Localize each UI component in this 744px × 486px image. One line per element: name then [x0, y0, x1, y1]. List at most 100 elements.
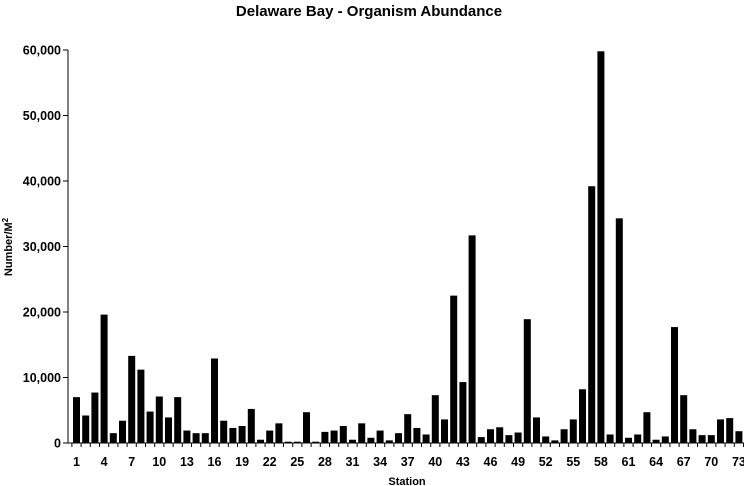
x-tick-label: 73: [732, 455, 744, 469]
y-tick-label: 60,000: [23, 44, 61, 58]
bar-station-19: [238, 425, 246, 443]
bar-station-65: [661, 436, 669, 443]
x-tick-label: 28: [318, 455, 332, 469]
x-tick-label: 34: [373, 455, 387, 469]
bar-station-51: [533, 417, 540, 443]
bar-station-33: [367, 437, 375, 443]
x-tick-label: 4: [101, 455, 108, 469]
bar-station-52: [542, 436, 550, 443]
x-tick-label: 49: [511, 455, 525, 469]
bar-station-54: [560, 429, 568, 443]
bar-station-44: [468, 235, 476, 443]
bar-station-1: [73, 397, 80, 443]
bar-station-31: [349, 439, 356, 443]
bar-station-12: [174, 397, 182, 443]
bar-station-34: [376, 430, 384, 443]
x-tick-label: 70: [704, 455, 718, 469]
chart-title: Delaware Bay - Organism Abundance: [236, 3, 502, 20]
bar-station-64: [652, 439, 660, 443]
bar-station-14: [192, 433, 200, 443]
bar-station-47: [496, 427, 504, 443]
y-axis-title: Number/M2: [1, 217, 15, 276]
bar-station-20: [247, 408, 255, 443]
bar-station-49: [514, 432, 522, 443]
bar-station-4: [100, 314, 108, 443]
bar-station-41: [441, 419, 448, 443]
bar-station-60: [615, 218, 623, 443]
y-tick-label: 40,000: [23, 175, 61, 189]
bar-station-22: [266, 430, 274, 443]
bar-station-36: [395, 433, 402, 443]
bar-station-73: [735, 431, 743, 443]
bar-station-17: [220, 420, 228, 443]
y-tick-label: 50,000: [23, 109, 61, 123]
bar-station-8: [137, 369, 145, 443]
bar-station-5: [109, 433, 117, 443]
x-tick-label: 46: [484, 455, 498, 469]
bar-station-38: [413, 427, 421, 443]
bar-station-48: [505, 435, 513, 443]
bar-station-23: [275, 423, 283, 443]
bar-station-27: [312, 441, 320, 443]
bar-station-66: [671, 327, 678, 443]
bar-station-45: [477, 437, 485, 443]
x-tick-label: 43: [456, 455, 470, 469]
bar-station-59: [606, 434, 614, 443]
bar-station-10: [155, 396, 163, 443]
bar-station-70: [707, 435, 715, 443]
bar-station-15: [201, 433, 209, 443]
bar-station-56: [579, 389, 586, 443]
bar-station-7: [128, 355, 136, 443]
bar-station-67: [680, 395, 688, 443]
bar-station-62: [634, 434, 642, 443]
x-axis: 1 4 7 10 13 16 19 22 25 28 31 34 37 40 43 46 49 52 55 58 61 6…: [71, 443, 744, 469]
bar-station-43: [459, 382, 467, 443]
bars-group: [73, 51, 743, 444]
x-tick-label: 58: [594, 455, 608, 469]
x-tick-label: 22: [263, 455, 277, 469]
bar-station-3: [91, 392, 99, 443]
x-tick-label: 67: [677, 455, 691, 469]
bar-station-6: [119, 420, 126, 443]
bar-station-25: [293, 441, 301, 443]
x-tick-label: 40: [428, 455, 442, 469]
x-axis-title: Station: [388, 476, 426, 486]
bar-station-50: [523, 319, 531, 443]
x-tick-label: 1: [73, 455, 80, 469]
x-tick-label: 37: [401, 455, 415, 469]
bar-station-72: [726, 418, 734, 443]
bar-station-21: [257, 439, 264, 443]
bar-station-13: [183, 430, 191, 443]
y-tick-label: 0: [54, 437, 61, 451]
y-tick-label: 30,000: [23, 240, 61, 254]
bar-station-18: [229, 427, 237, 443]
bar-station-29: [330, 430, 338, 443]
bar-station-57: [588, 186, 596, 444]
y-axis: 0 10,000 20,000 30,000 40,000 50,000 60,000: [23, 44, 68, 451]
bar-station-68: [689, 429, 697, 443]
bar-station-40: [431, 395, 439, 443]
bar-station-71: [717, 419, 724, 443]
x-tick-label: 7: [128, 455, 135, 469]
y-tick-label: 20,000: [23, 306, 61, 320]
bar-station-69: [698, 435, 706, 443]
bar-station-9: [146, 411, 154, 443]
y-tick-label: 10,000: [23, 371, 61, 385]
bar-station-16: [211, 358, 218, 443]
bar-station-24: [284, 441, 292, 443]
x-tick-label: 31: [346, 455, 360, 469]
bar-station-63: [643, 412, 651, 443]
bar-station-39: [422, 434, 430, 443]
bar-station-32: [358, 423, 366, 443]
bar-station-28: [321, 431, 329, 443]
bar-station-53: [551, 440, 559, 443]
bar-station-35: [385, 440, 393, 443]
x-tick-label: 61: [622, 455, 636, 469]
x-tick-label: 64: [649, 455, 663, 469]
bar-station-61: [625, 437, 632, 443]
bar-station-42: [450, 295, 458, 444]
x-tick-label: 16: [208, 455, 222, 469]
bar-station-46: [487, 429, 494, 443]
x-tick-label: 52: [539, 455, 553, 469]
